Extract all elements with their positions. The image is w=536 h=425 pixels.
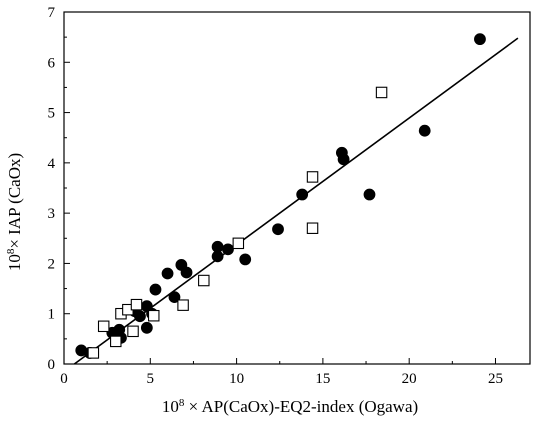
- y-tick-label: 3: [48, 206, 56, 222]
- x-tick-label: 15: [315, 371, 330, 387]
- x-tick-label: 5: [147, 371, 155, 387]
- data-point-circle: [211, 250, 224, 263]
- y-tick-label: 2: [48, 256, 56, 272]
- x-tick-label: 10: [229, 371, 244, 387]
- data-point-square: [177, 299, 189, 311]
- data-point-square: [127, 325, 139, 338]
- y-tick-label: 0: [48, 357, 56, 373]
- data-point-square: [306, 171, 319, 183]
- x-tick-label: 0: [60, 371, 68, 387]
- data-point-circle: [418, 124, 431, 137]
- data-point-circle: [149, 283, 162, 296]
- y-tick-label: 7: [48, 5, 56, 21]
- y-tick-label: 6: [48, 55, 56, 71]
- data-point-square: [232, 237, 245, 250]
- x-axis-title: 108 × AP(CaOx)-EQ2-index (Ogawa): [162, 397, 418, 416]
- data-point-square: [147, 309, 160, 322]
- data-point-circle: [239, 253, 252, 266]
- data-point-circle: [363, 188, 376, 201]
- data-point-circle: [140, 321, 153, 334]
- x-tick-label: 20: [402, 371, 417, 387]
- data-point-square: [306, 222, 319, 234]
- x-tick-label: 25: [488, 371, 503, 387]
- data-point-circle: [272, 223, 284, 236]
- data-point-circle: [337, 153, 350, 166]
- y-axis-title: 108× IAP (CaOx): [5, 153, 24, 271]
- data-point-square: [130, 298, 143, 311]
- data-point-square: [375, 86, 388, 99]
- y-tick-label: 4: [48, 156, 56, 172]
- data-point-circle: [168, 291, 181, 304]
- data-point-square: [198, 274, 210, 287]
- data-point-square: [97, 320, 110, 333]
- data-point-circle: [296, 188, 309, 201]
- data-point-square: [110, 335, 122, 348]
- data-point-square: [87, 347, 100, 359]
- data-point-circle: [161, 267, 174, 280]
- y-tick-label: 5: [48, 106, 56, 122]
- data-point-circle: [222, 243, 234, 256]
- y-tick-label: 1: [48, 307, 56, 323]
- data-point-circle: [180, 266, 193, 279]
- data-point-circle: [134, 310, 146, 323]
- data-point-circle: [474, 33, 486, 46]
